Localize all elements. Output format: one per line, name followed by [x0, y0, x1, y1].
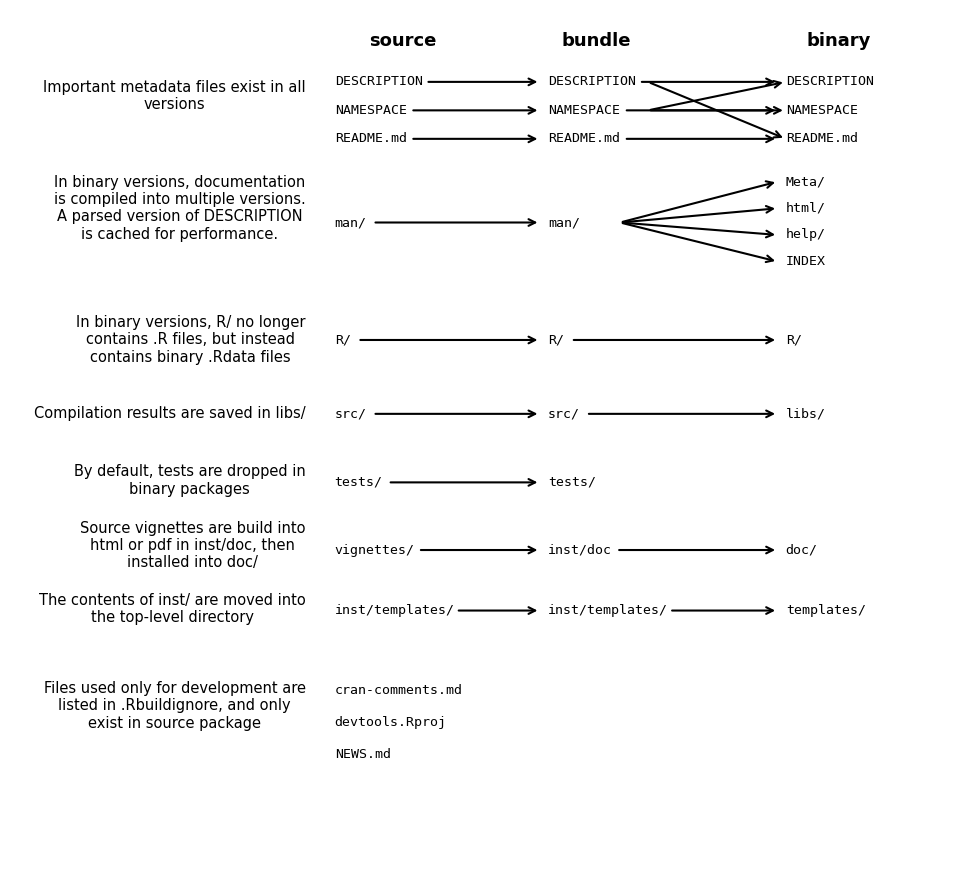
Text: Files used only for development are
listed in .Rbuildignore, and only
exist in s: Files used only for development are list…	[44, 681, 305, 731]
Text: Important metadata files exist in all
versions: Important metadata files exist in all ve…	[43, 80, 305, 112]
Text: src/: src/	[547, 408, 579, 420]
Text: doc/: doc/	[785, 544, 817, 556]
Text: Meta/: Meta/	[785, 175, 825, 188]
Text: README.md: README.md	[334, 133, 406, 145]
Text: help/: help/	[785, 229, 825, 241]
Text: R/: R/	[547, 334, 563, 346]
Text: bundle: bundle	[561, 32, 631, 50]
Text: inst/templates/: inst/templates/	[334, 604, 454, 617]
Text: tests/: tests/	[547, 476, 595, 489]
Text: Compilation results are saved in libs/: Compilation results are saved in libs/	[34, 407, 305, 421]
Text: libs/: libs/	[785, 408, 825, 420]
Text: devtools.Rproj: devtools.Rproj	[334, 716, 446, 729]
Text: vignettes/: vignettes/	[334, 544, 414, 556]
Text: DESCRIPTION: DESCRIPTION	[785, 76, 873, 88]
Text: cran-comments.md: cran-comments.md	[334, 684, 462, 697]
Text: NAMESPACE: NAMESPACE	[334, 104, 406, 117]
Text: man/: man/	[547, 216, 579, 229]
Text: In binary versions, documentation
is compiled into multiple versions.
A parsed v: In binary versions, documentation is com…	[53, 174, 305, 242]
Text: inst/templates/: inst/templates/	[547, 604, 668, 617]
Text: man/: man/	[334, 216, 366, 229]
Text: Source vignettes are build into
html or pdf in inst/doc, then
installed into doc: Source vignettes are build into html or …	[80, 521, 305, 570]
Text: NAMESPACE: NAMESPACE	[547, 104, 619, 117]
Text: tests/: tests/	[334, 476, 382, 489]
Text: binary: binary	[806, 32, 870, 50]
Text: By default, tests are dropped in
binary packages: By default, tests are dropped in binary …	[74, 465, 305, 497]
Text: src/: src/	[334, 408, 366, 420]
Text: NEWS.md: NEWS.md	[334, 748, 391, 761]
Text: DESCRIPTION: DESCRIPTION	[334, 76, 422, 88]
Text: In binary versions, R/ no longer
contains .R files, but instead
contains binary : In binary versions, R/ no longer contain…	[76, 315, 305, 365]
Text: INDEX: INDEX	[785, 255, 825, 268]
Text: README.md: README.md	[547, 133, 619, 145]
Text: README.md: README.md	[785, 133, 857, 145]
Text: NAMESPACE: NAMESPACE	[785, 104, 857, 117]
Text: templates/: templates/	[785, 604, 864, 617]
Text: R/: R/	[785, 334, 800, 346]
Text: inst/doc: inst/doc	[547, 544, 611, 556]
Text: The contents of inst/ are moved into
the top-level directory: The contents of inst/ are moved into the…	[39, 593, 305, 625]
Text: DESCRIPTION: DESCRIPTION	[547, 76, 636, 88]
Text: html/: html/	[785, 202, 825, 214]
Text: R/: R/	[334, 334, 350, 346]
Text: source: source	[368, 32, 436, 50]
